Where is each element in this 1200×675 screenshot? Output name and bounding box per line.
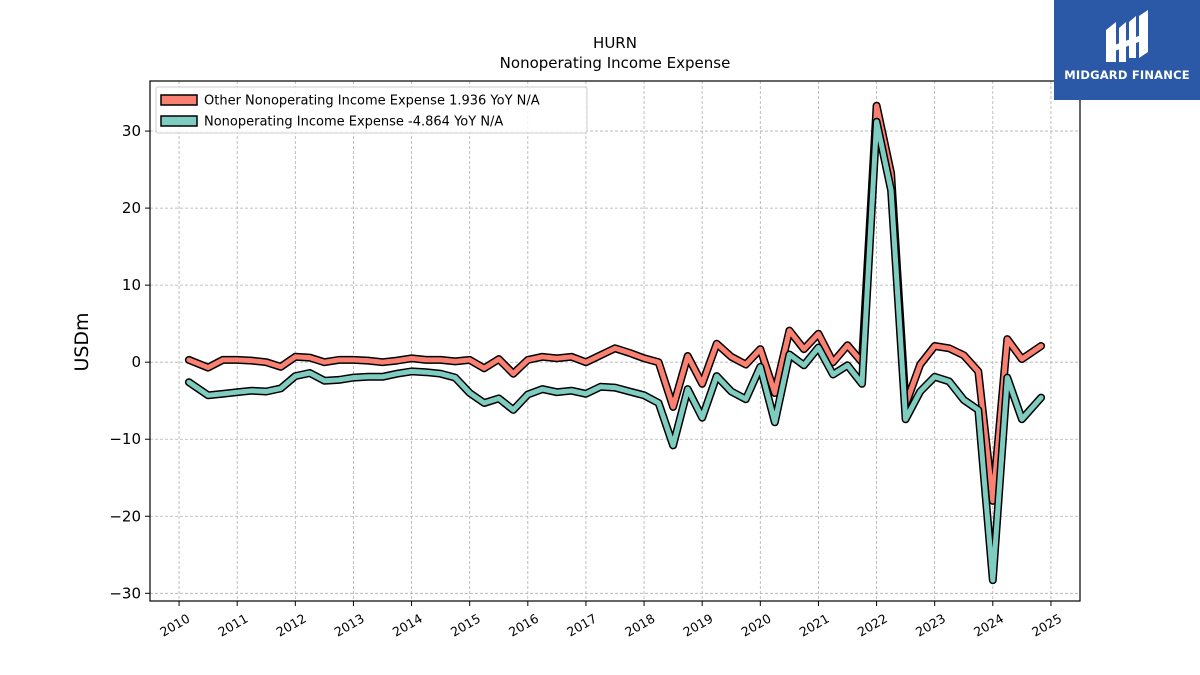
- y-tick-label: 30: [122, 122, 141, 140]
- legend: Other Nonoperating Income Expense 1.936 …: [155, 86, 588, 134]
- x-tick-label: 2015: [448, 611, 483, 640]
- y-tick-label: 10: [122, 276, 141, 294]
- plot-area-frame: [149, 80, 1081, 602]
- x-tick-label: 2025: [1029, 611, 1064, 640]
- x-tick-label: 2014: [390, 611, 425, 640]
- x-tick-label: 2017: [564, 611, 599, 640]
- x-tick-label: 2019: [680, 611, 715, 640]
- chart-subtitle: Nonoperating Income Expense: [500, 54, 731, 72]
- grid: [150, 81, 1080, 601]
- x-tick-label: 2022: [855, 611, 890, 640]
- brand-logo: MIDGARD FINANCE: [1054, 0, 1200, 100]
- legend-swatch: [160, 115, 198, 127]
- x-tick-label: 2010: [157, 611, 192, 640]
- brand-name: MIDGARD FINANCE: [1064, 68, 1190, 82]
- y-tick-label: 0: [131, 353, 141, 371]
- x-tick-label: 2018: [622, 611, 657, 640]
- y-tick-label: −30: [109, 584, 141, 602]
- series-outline: [184, 101, 1046, 505]
- x-axis: 2010 2011 2012 2013 2014 2015 2016 2017 2018 2019…: [157, 601, 1064, 640]
- x-tick-label: 2016: [506, 611, 541, 640]
- y-tick-label: −20: [109, 507, 141, 525]
- x-tick-label: 2011: [215, 611, 250, 640]
- x-tick-label: 2012: [274, 611, 309, 640]
- series-line-2: [184, 117, 1046, 585]
- y-axis-label: USDm: [71, 312, 93, 371]
- x-tick-label: 2013: [332, 611, 367, 640]
- brand-mark-icon: [1106, 10, 1148, 62]
- x-tick-label: 2024: [971, 611, 1006, 640]
- x-tick-label: 2023: [913, 611, 948, 640]
- legend-label: Nonoperating Income Expense -4.864 YoY N…: [204, 115, 503, 130]
- legend-label: Other Nonoperating Income Expense 1.936 …: [204, 94, 540, 109]
- x-tick-label: 2021: [797, 611, 832, 640]
- y-tick-label: −10: [109, 430, 141, 448]
- legend-frame: [155, 86, 588, 134]
- x-tick-label: 2020: [739, 611, 774, 640]
- series-stroke: [186, 119, 1044, 583]
- legend-swatch: [160, 94, 198, 106]
- chart-title: HURN: [593, 34, 637, 52]
- y-axis: −30 −20 −10 0 10 20 30: [109, 122, 150, 602]
- series-stroke: [186, 103, 1044, 504]
- y-tick-label: 20: [122, 199, 141, 217]
- series-line-1: [184, 101, 1046, 505]
- series-layer: [184, 101, 1046, 585]
